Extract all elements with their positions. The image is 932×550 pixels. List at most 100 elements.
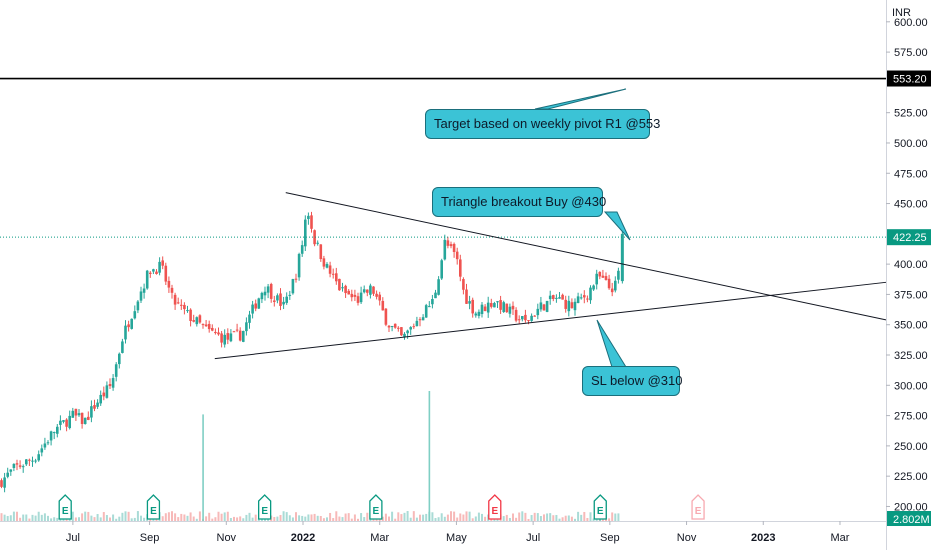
volume-bar: [195, 518, 198, 521]
candle-body: [6, 472, 9, 477]
volume-bar: [40, 514, 43, 521]
volume-bar: [527, 518, 530, 521]
candle-body: [266, 286, 270, 293]
y-tick-label: 300.00: [894, 380, 928, 392]
candle-body: [356, 296, 360, 303]
volume-bar: [180, 513, 183, 521]
candle-body: [434, 292, 437, 299]
volume-spike: [202, 414, 204, 521]
candle-body: [201, 324, 205, 326]
candle-body: [548, 295, 552, 300]
volume-bar: [391, 511, 394, 521]
volume-bar: [87, 511, 90, 521]
volume-bar: [47, 515, 49, 521]
candle-body: [121, 341, 124, 353]
candle-body: [217, 332, 220, 335]
volume-bar: [313, 513, 316, 521]
candle-body: [322, 258, 326, 267]
candle-body: [83, 417, 87, 424]
candle-body: [173, 294, 177, 305]
volume-bar: [99, 517, 102, 521]
candle-body: [28, 459, 31, 461]
target-callout[interactable]: Target based on weekly pivot R1 @553: [425, 109, 660, 139]
breakout-callout[interactable]: Triangle breakout Buy @430: [432, 187, 606, 217]
volume-bar: [298, 515, 301, 521]
candle-body: [180, 304, 183, 306]
candle-body: [552, 295, 555, 299]
volume-bar: [496, 518, 499, 521]
candle-body: [530, 315, 533, 321]
volume-bar: [388, 516, 390, 521]
candle-body: [226, 333, 230, 340]
earnings-badge: [488, 494, 502, 520]
candle-body: [387, 325, 391, 328]
earnings-marker: E: [58, 494, 72, 520]
candlesticks: [0, 211, 624, 493]
stoploss-callout[interactable]: SL below @310: [582, 366, 683, 396]
candle-body: [455, 251, 459, 260]
candle-body: [490, 303, 493, 307]
volume-bar: [446, 514, 449, 521]
y-tick-label: 400.00: [894, 259, 928, 271]
candle-body: [279, 293, 282, 306]
candle-body: [350, 293, 354, 298]
x-tick-label: Nov: [677, 532, 697, 544]
candle-body: [34, 460, 37, 462]
earnings-badge: [146, 494, 161, 520]
volume-bar: [112, 514, 115, 521]
volume-bar: [434, 518, 437, 521]
trendlines[interactable]: [0, 77, 887, 360]
volume-bar: [440, 513, 443, 521]
candle-body: [155, 271, 158, 275]
volume-bar: [192, 516, 195, 521]
volume-bar: [366, 512, 369, 521]
candle-body: [263, 291, 267, 296]
volume-bar: [422, 514, 425, 521]
candle-body: [362, 289, 366, 293]
candle-body: [418, 319, 422, 321]
candle-body: [114, 364, 118, 377]
candle-body: [465, 289, 468, 304]
candle-body: [37, 454, 40, 461]
volume-bar: [223, 512, 226, 521]
volume-bar: [381, 516, 384, 521]
volume-bar: [0, 513, 3, 521]
volume-bar: [205, 516, 208, 521]
candle-body: [254, 303, 257, 309]
candle-body: [220, 333, 223, 343]
y-tick-label: 350.00: [894, 320, 928, 332]
volume-bar: [319, 515, 322, 521]
candle-body: [111, 378, 115, 388]
candle-body: [65, 419, 68, 427]
earnings-badge: [257, 494, 272, 520]
candle-body: [307, 215, 310, 220]
volume-bar: [295, 512, 297, 521]
candle-body: [493, 303, 496, 308]
target-connector: [534, 88, 627, 110]
candle-body: [397, 327, 400, 329]
candle-body: [607, 278, 611, 289]
volume-bar: [465, 511, 468, 521]
candle-body: [288, 294, 292, 296]
volume-bar: [233, 516, 235, 521]
candle-body: [517, 319, 521, 321]
candle-body: [325, 263, 329, 268]
volume-bar: [118, 516, 121, 521]
volume-bar: [524, 512, 527, 521]
candle-body: [124, 325, 127, 340]
candle-body: [573, 301, 577, 311]
volume-bar: [43, 513, 46, 521]
candle-body: [59, 420, 62, 425]
candle-body: [248, 314, 251, 323]
candle-body: [133, 311, 137, 319]
y-tick-label: 500.00: [894, 138, 928, 150]
volume-bar: [288, 515, 291, 521]
candle-body: [183, 304, 186, 310]
candle-body: [601, 275, 605, 278]
volume-bar: [174, 513, 177, 521]
candle-body: [366, 289, 369, 293]
candle-body: [99, 394, 102, 404]
